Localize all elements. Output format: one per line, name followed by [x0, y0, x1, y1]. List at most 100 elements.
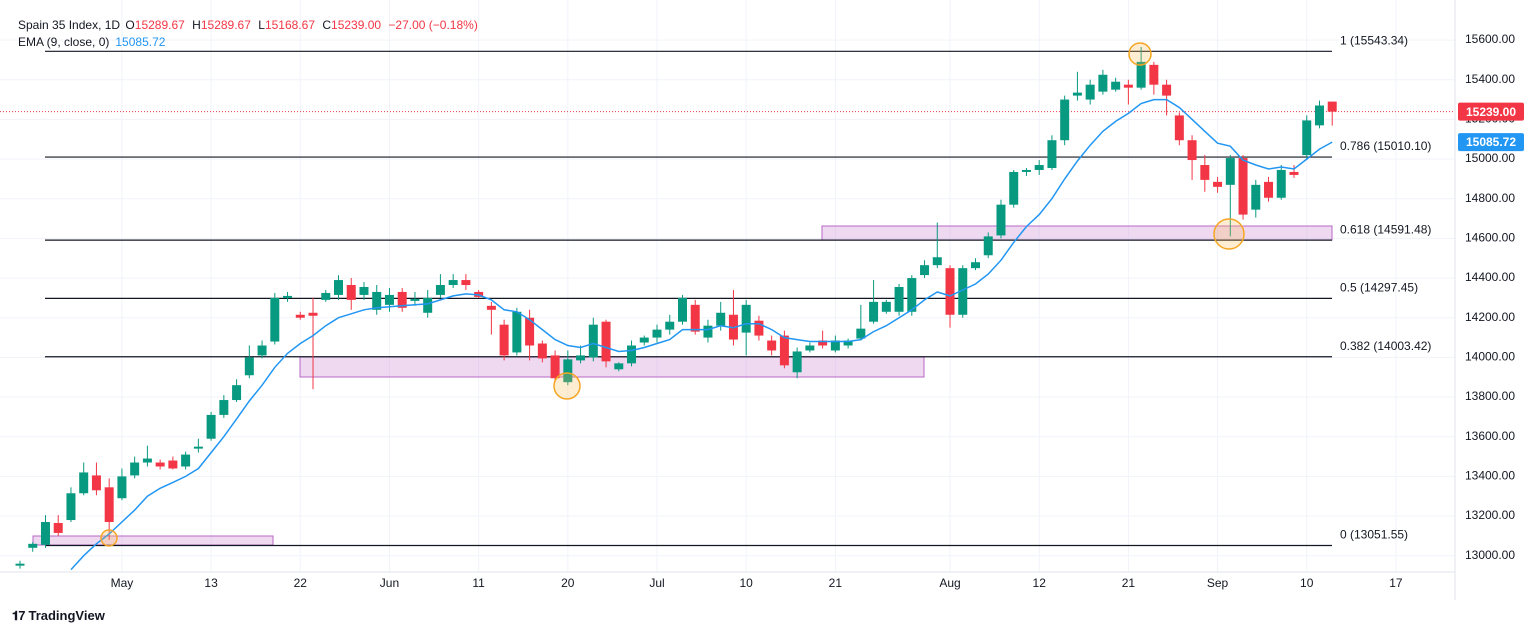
candle-body: [40, 522, 50, 545]
candle-body: [703, 325, 713, 338]
candle-body: [295, 314, 305, 318]
y-tick-label: 14800.00: [1465, 191, 1515, 205]
grid: [0, 0, 1455, 572]
x-tick-label: 22: [294, 576, 308, 590]
candle-body: [525, 317, 535, 346]
x-tick-label: Aug: [939, 576, 960, 590]
x-tick-label: 11: [472, 576, 485, 590]
candle-body: [869, 301, 879, 322]
candle-body: [1187, 140, 1197, 161]
candle-body: [754, 320, 764, 336]
candle-body: [1009, 171, 1019, 205]
candle-body: [155, 462, 165, 467]
candle-body: [461, 280, 471, 286]
candle-body: [588, 324, 598, 358]
candle-body: [690, 304, 700, 332]
candle-body: [894, 286, 904, 312]
candle-body: [932, 257, 942, 266]
candle-body: [652, 329, 662, 338]
x-tick-label: Jun: [380, 576, 399, 590]
candle-body: [792, 351, 802, 373]
candle-body: [1047, 140, 1057, 168]
x-tick-label: 13: [204, 576, 218, 590]
candle-body: [677, 297, 687, 322]
candle-body: [818, 340, 828, 346]
candle-body: [448, 280, 458, 286]
brand: 𝟏7 TradingView: [12, 608, 105, 624]
candle-body: [104, 487, 114, 523]
candle-body: [920, 265, 930, 276]
candle-body: [1314, 105, 1324, 126]
candle-body: [1111, 81, 1121, 90]
axes: 13000.00 13200.00 13400.00 13600.00 13800.00…: [0, 0, 1524, 600]
candle-body: [1085, 84, 1095, 100]
change: −27.00 (−0.18%): [388, 18, 478, 32]
candle-body: [1276, 169, 1286, 198]
y-tick-label: 15400.00: [1465, 72, 1515, 86]
x-tick-label: 21: [829, 576, 843, 590]
candle-body: [28, 543, 38, 548]
ema-line: [70, 98, 1333, 571]
candle-body: [627, 345, 637, 364]
candle-body: [346, 285, 356, 300]
x-tick-label: 10: [740, 576, 754, 590]
indicator-row: EMA (9, close, 0) 15085.72: [18, 34, 482, 51]
candle-body: [665, 321, 675, 330]
candle-body: [1264, 181, 1274, 198]
candle-body: [1136, 61, 1146, 88]
ohlc-key: C: [322, 18, 332, 32]
candle-body: [384, 294, 394, 305]
fib-label: 0.382 (14003.42): [1340, 339, 1431, 353]
y-tick-label: 13200.00: [1465, 508, 1515, 522]
annotations: [32, 225, 1333, 546]
y-tick-label: 13800.00: [1465, 389, 1515, 403]
symbol: Spain 35 Index, 1D: [18, 18, 121, 32]
candle-body: [372, 291, 382, 310]
candle-body: [219, 400, 229, 415]
candle-body: [181, 454, 191, 467]
indicator-value: 15085.72: [115, 35, 166, 49]
candle-body: [91, 475, 101, 491]
ohlc-value: 15289.67: [134, 18, 185, 32]
candle-body: [1098, 74, 1108, 92]
candle-body: [537, 343, 547, 359]
candle-body: [486, 305, 496, 310]
candle-body: [767, 340, 777, 351]
highlight: [553, 372, 581, 400]
candle-body: [881, 301, 891, 312]
candle-body: [66, 493, 76, 521]
candle-body: [945, 268, 955, 315]
candle-body: [257, 345, 267, 356]
candle-body: [410, 298, 420, 301]
y-tick-label: 14200.00: [1465, 310, 1515, 324]
highlight: [1128, 42, 1152, 66]
candle-body: [232, 385, 242, 401]
candle-body: [779, 335, 789, 366]
candle-body: [1034, 165, 1044, 170]
y-tick-label: 15600.00: [1465, 32, 1515, 46]
candle-body: [563, 359, 573, 383]
ohlc-value: 15289.67: [200, 18, 251, 32]
candle-body: [206, 414, 216, 439]
candle-body: [601, 321, 611, 362]
candle-body: [79, 472, 89, 494]
candle-body: [334, 280, 343, 295]
x-tick-label: 12: [1033, 576, 1047, 590]
candle-body: [359, 286, 369, 295]
candle-body: [308, 312, 318, 316]
candle-body: [614, 363, 624, 370]
candle-body: [244, 357, 254, 376]
candle-body: [1289, 171, 1299, 175]
candle-body: [1123, 84, 1133, 88]
candle-body: [1162, 84, 1172, 96]
candle-body: [1060, 99, 1070, 141]
ohlc-key: H: [192, 18, 201, 32]
candle-body: [142, 458, 152, 463]
price-badge: [1458, 133, 1524, 152]
y-tick-label: 14600.00: [1465, 231, 1515, 245]
candle-body: [499, 324, 509, 356]
ohlc-key: L: [258, 18, 265, 32]
zone: [821, 225, 1333, 241]
